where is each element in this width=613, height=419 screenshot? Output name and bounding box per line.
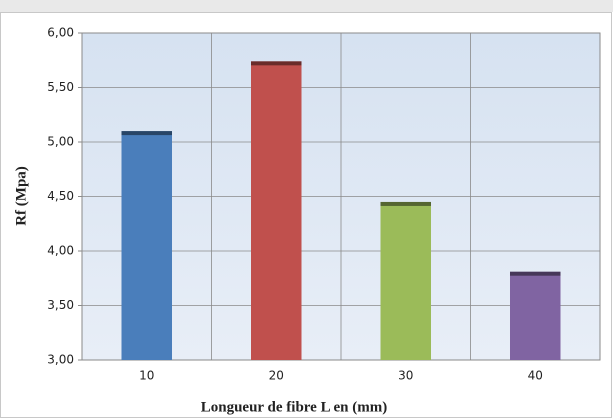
bar-cap — [380, 201, 432, 206]
y-tick-label: 3,50 — [47, 298, 74, 312]
x-tick-label: 20 — [269, 369, 284, 383]
y-tick-label: 6,00 — [47, 26, 74, 40]
frame-top — [0, 0, 613, 12]
x-tick-label: 40 — [528, 369, 543, 383]
bar-cap — [509, 271, 561, 276]
bar — [121, 131, 173, 360]
y-tick-label: 4,00 — [47, 244, 74, 258]
x-tick-label: 30 — [398, 369, 413, 383]
bar — [380, 201, 432, 360]
bar — [509, 271, 561, 360]
y-tick-label: 5,00 — [47, 135, 74, 149]
x-tick-label: 10 — [139, 369, 154, 383]
y-axis-title: Rf (Mpa) — [13, 166, 29, 226]
x-axis-title: Longueur de fibre L en (mm) — [201, 399, 388, 415]
bar-cap — [250, 61, 302, 66]
bar-cap — [121, 131, 173, 136]
y-tick-label: 5,50 — [47, 80, 74, 94]
bar — [250, 61, 302, 361]
y-tick-label: 3,00 — [47, 353, 74, 367]
y-tick-label: 4,50 — [47, 189, 74, 203]
